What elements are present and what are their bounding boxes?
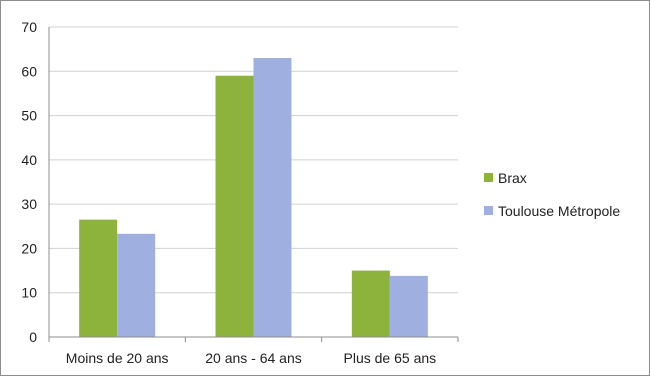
- y-tick-label: 20: [21, 240, 37, 256]
- x-tick-label: Plus de 65 ans: [344, 350, 437, 366]
- y-tick-label: 50: [21, 108, 37, 124]
- y-tick-label: 40: [21, 152, 37, 168]
- legend-swatch: [484, 206, 493, 215]
- legend-swatch: [484, 173, 493, 182]
- bar-toulouse-m-tropole-1: [117, 233, 156, 337]
- bar-brax-1: [79, 219, 118, 337]
- y-tick-label: 0: [29, 329, 37, 345]
- axes: [48, 27, 459, 342]
- legend: Brax Toulouse Métropole: [484, 170, 620, 219]
- legend-label: Brax: [498, 170, 527, 186]
- x-axis-tick-labels: Moins de 20 ans 20 ans - 64 ans Plus de 65…: [66, 350, 436, 366]
- y-tick-label: 30: [21, 196, 37, 212]
- bar-brax-2: [215, 75, 254, 337]
- bar-toulouse-m-tropole-2: [253, 58, 292, 337]
- x-tick-label: Moins de 20 ans: [66, 350, 169, 366]
- bar-toulouse-m-tropole-3: [389, 275, 428, 337]
- y-tick-label: 10: [21, 285, 37, 301]
- legend-label: Toulouse Métropole: [498, 203, 620, 219]
- y-tick-label: 70: [21, 19, 37, 35]
- bars: [79, 58, 428, 337]
- x-tick-label: 20 ans - 64 ans: [205, 350, 302, 366]
- y-axis-tick-labels: 0 10 20 30 40 50 60 70: [21, 19, 37, 345]
- bar-brax-3: [351, 270, 390, 337]
- y-tick-label: 60: [21, 63, 37, 79]
